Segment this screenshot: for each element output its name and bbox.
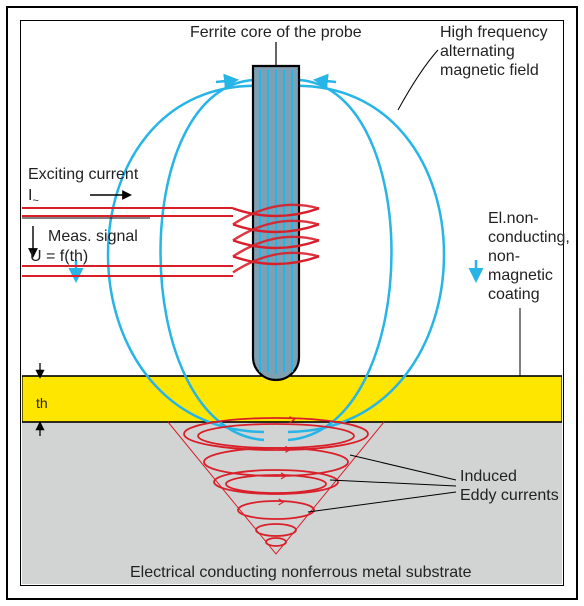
label-exciting-1: Exciting current bbox=[28, 166, 138, 184]
label-eddy-1: Induced bbox=[460, 468, 517, 486]
label-coating-3: non- bbox=[488, 248, 520, 266]
label-exciting-2: I~ bbox=[28, 187, 39, 208]
label-hf-1: High frequency bbox=[440, 24, 548, 42]
label-coating-5: coating bbox=[488, 286, 540, 304]
label-eddy-2: Eddy currents bbox=[460, 487, 559, 505]
diagram-frame: Ferrite core of the probe High frequency… bbox=[0, 0, 584, 606]
label-hf-2: alternating bbox=[440, 43, 515, 61]
label-ferrite-core: Ferrite core of the probe bbox=[190, 24, 362, 42]
label-th: th bbox=[36, 395, 48, 411]
label-coating-1: El.non- bbox=[488, 210, 539, 228]
label-hf-3: magnetic field bbox=[440, 62, 539, 80]
label-coating-4: magnetic bbox=[488, 267, 553, 285]
label-substrate: Electrical conducting nonferrous metal s… bbox=[130, 564, 472, 582]
label-meas-2: U = f(th) bbox=[30, 248, 88, 266]
field-arrow-top-right bbox=[316, 80, 336, 82]
label-meas-1: Meas. signal bbox=[48, 228, 138, 246]
label-coating-2: conducting, bbox=[488, 229, 570, 247]
coating bbox=[22, 376, 562, 422]
label-exciting-tilde: ~ bbox=[32, 195, 38, 207]
field-arrow-top-left bbox=[216, 80, 236, 82]
hf-leader bbox=[398, 50, 438, 110]
